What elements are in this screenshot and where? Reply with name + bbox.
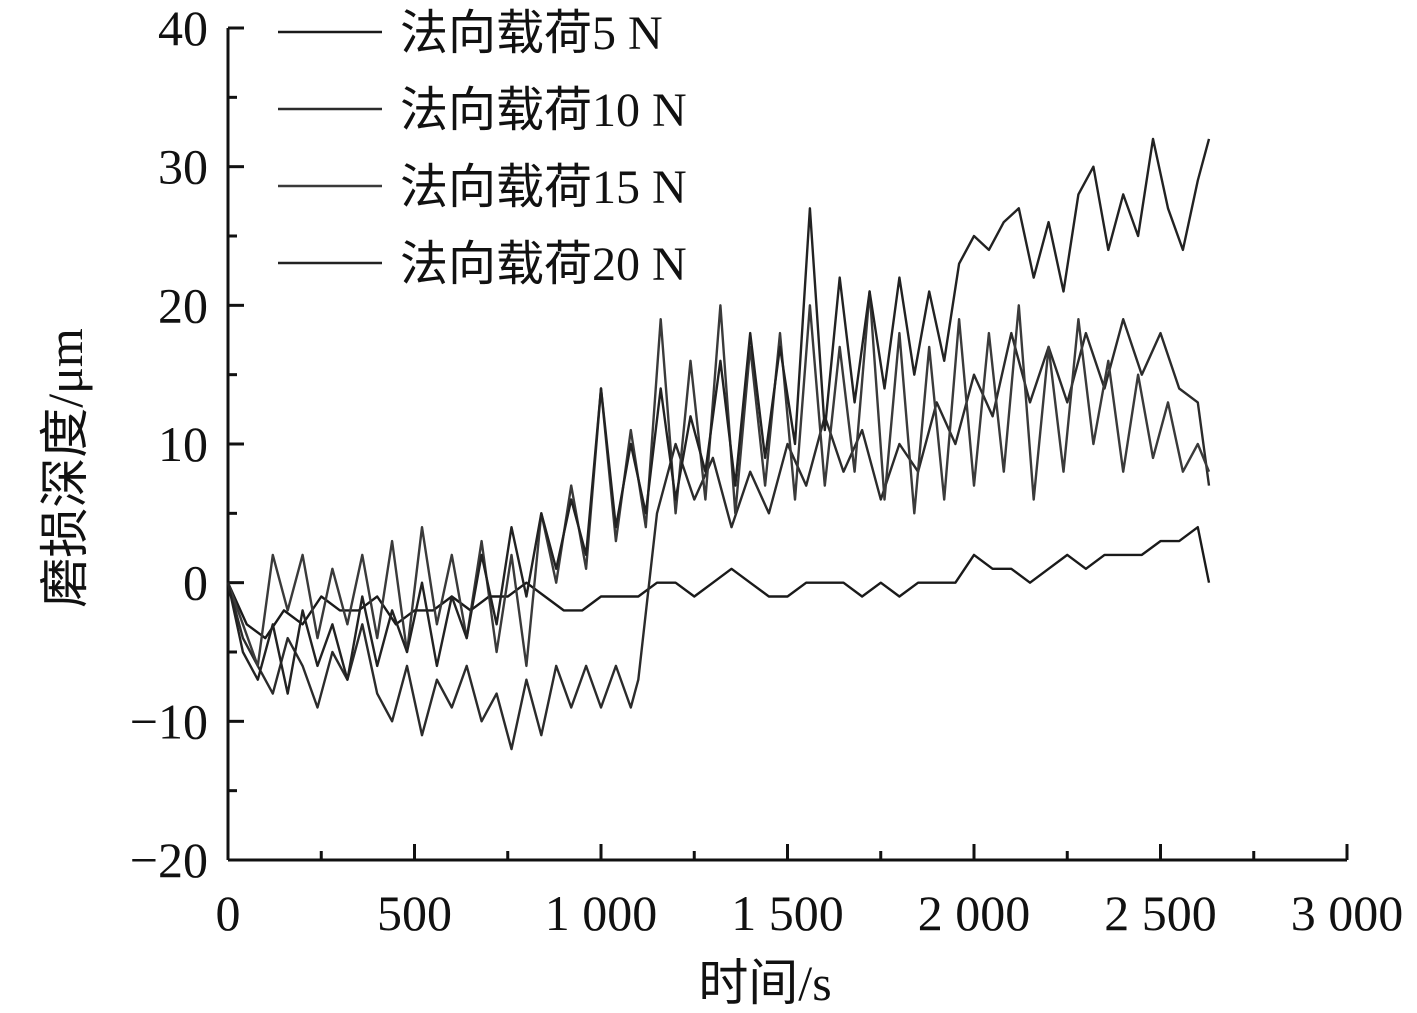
series-line-3 [226, 290, 1211, 668]
axes: 0 500 1 000 1 500 2 000 2 500 3 000 −20 −10 0 10 20… [130, 0, 1403, 941]
y-tick-label: 0 [183, 555, 208, 611]
y-tick-label: −20 [130, 832, 208, 888]
x-tick-label: 500 [377, 885, 452, 941]
x-tick-label: 2 000 [918, 885, 1031, 941]
y-tick-label: 40 [158, 0, 208, 56]
legend-label-4: 法向载荷20 N [400, 238, 687, 291]
legend: 法向载荷5 N 法向载荷10 N 法向载荷15 N 法向载荷20 N [278, 7, 687, 291]
legend-label-3: 法向载荷15 N [400, 161, 687, 214]
y-tick-label: 30 [158, 139, 208, 195]
legend-label-2: 法向载荷10 N [400, 84, 687, 137]
x-tick-label: 3 000 [1291, 885, 1404, 941]
x-axis-label: 时间/s [698, 955, 831, 1011]
y-axis-label: 磨损深度/μm [37, 328, 93, 608]
y-tick-label: −10 [130, 693, 208, 749]
series-line-2 [226, 318, 1211, 751]
x-tick-label: 1 000 [545, 885, 658, 941]
x-tick-label: 2 500 [1104, 885, 1217, 941]
y-tick-label: 10 [158, 416, 208, 472]
y-tick-label: 20 [158, 277, 208, 333]
x-tick-label: 0 [216, 885, 241, 941]
legend-label-1: 法向载荷5 N [400, 7, 663, 60]
series-line-4 [226, 137, 1211, 695]
x-tick-label: 1 500 [731, 885, 844, 941]
series-line-1 [226, 526, 1211, 640]
series-lines [226, 137, 1211, 751]
